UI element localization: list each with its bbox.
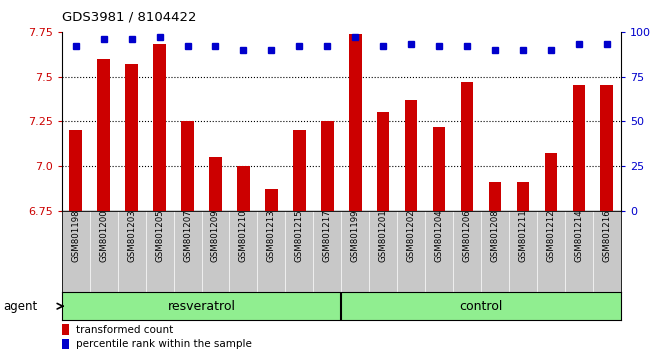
Bar [153,44,166,211]
Bar [70,130,82,211]
Bar [349,34,361,211]
Text: transformed count: transformed count [75,325,173,335]
Bar [209,157,222,211]
Bar [237,166,250,211]
Text: percentile rank within the sample: percentile rank within the sample [75,339,252,349]
Bar [62,339,69,349]
Bar [125,64,138,211]
Text: resveratrol: resveratrol [168,300,235,313]
Bar [545,153,557,211]
Bar [293,130,306,211]
Bar [573,86,585,211]
Text: GDS3981 / 8104422: GDS3981 / 8104422 [62,11,196,24]
Bar [377,112,389,211]
Bar [405,100,417,211]
Bar [62,324,69,335]
Bar [181,121,194,211]
Bar [265,189,278,211]
Bar [517,182,529,211]
Bar [461,82,473,211]
Text: control: control [460,300,502,313]
Bar [433,127,445,211]
Bar [98,59,110,211]
Bar [601,86,613,211]
Bar [321,121,333,211]
Text: agent: agent [3,300,38,313]
Bar [489,182,501,211]
